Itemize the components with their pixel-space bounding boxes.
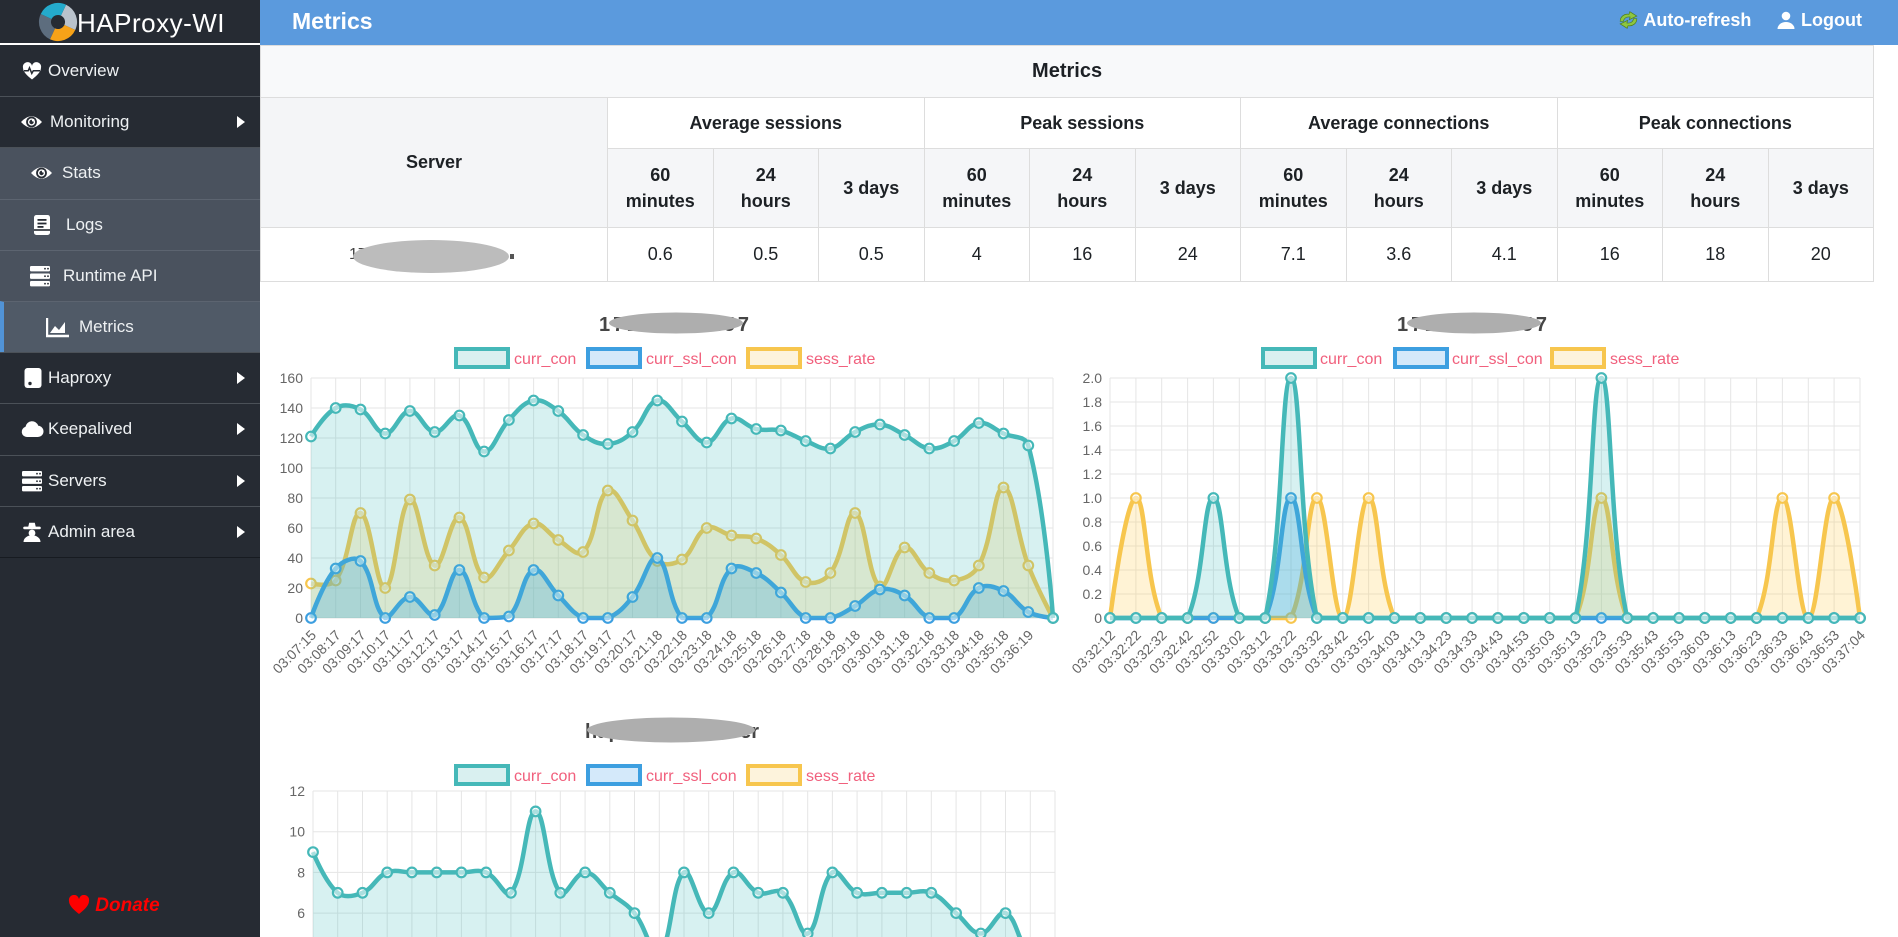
svg-text:0.2: 0.2: [1083, 586, 1103, 602]
svg-text:100: 100: [280, 460, 304, 476]
svg-text:8: 8: [297, 864, 305, 880]
svg-text:160: 160: [280, 370, 304, 386]
svg-text:0.6: 0.6: [1083, 538, 1103, 554]
svg-text:120: 120: [280, 430, 304, 446]
svg-text:140: 140: [280, 400, 304, 416]
svg-text:1.4: 1.4: [1083, 442, 1103, 458]
svg-text:curr_ssl_con: curr_ssl_con: [646, 351, 737, 368]
svg-text:1.6: 1.6: [1083, 418, 1103, 434]
svg-text:curr_con: curr_con: [514, 351, 576, 368]
svg-text:10: 10: [289, 824, 305, 840]
svg-text:0.8: 0.8: [1083, 514, 1103, 530]
svg-text:80: 80: [287, 490, 303, 506]
svg-text:0: 0: [1094, 610, 1102, 626]
svg-text:0.4: 0.4: [1083, 562, 1103, 578]
svg-text:1.0: 1.0: [1083, 490, 1103, 506]
svg-text:curr_con: curr_con: [514, 768, 576, 785]
svg-text:curr_ssl_con: curr_ssl_con: [646, 768, 737, 785]
svg-text:1.2: 1.2: [1083, 466, 1103, 482]
svg-text:12: 12: [289, 783, 305, 799]
svg-text:2.0: 2.0: [1083, 370, 1103, 386]
svg-text:60: 60: [287, 520, 303, 536]
svg-text:0: 0: [295, 610, 303, 626]
svg-text:20: 20: [287, 580, 303, 596]
svg-text:1.8: 1.8: [1083, 394, 1103, 410]
svg-text:sess_rate: sess_rate: [1610, 351, 1679, 368]
svg-text:40: 40: [287, 550, 303, 566]
svg-text:curr_con: curr_con: [1320, 351, 1382, 368]
svg-text:6: 6: [297, 905, 305, 921]
svg-text:curr_ssl_con: curr_ssl_con: [1452, 351, 1543, 368]
svg-text:sess_rate: sess_rate: [806, 351, 875, 368]
svg-text:sess_rate: sess_rate: [806, 768, 875, 785]
